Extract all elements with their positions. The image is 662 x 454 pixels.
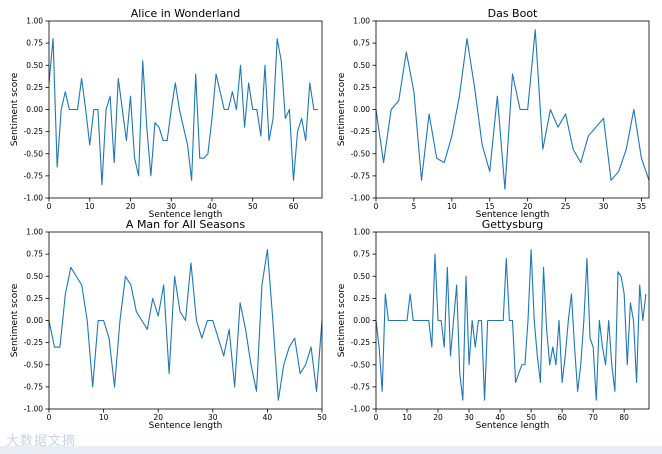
x-tick-label: 0 <box>374 202 379 211</box>
chart-title: Alice in Wonderland <box>131 7 240 20</box>
chart-title: A Man for All Seasons <box>126 218 245 231</box>
y-axis-label: Sentiment score <box>337 283 347 357</box>
y-axis-label: Sentiment score <box>10 283 20 357</box>
y-tick-label: 0.75 <box>353 250 370 259</box>
y-tick-label: 0.25 <box>353 294 370 303</box>
x-tick-label: 30 <box>464 413 474 422</box>
y-tick-label: 0.25 <box>26 294 43 303</box>
y-tick-label: -1.00 <box>351 194 371 203</box>
watermark-text: 大数据文摘 <box>6 434 77 449</box>
y-tick-label: -0.75 <box>24 382 44 391</box>
y-tick-label: -0.75 <box>351 171 371 180</box>
chart-panel-1: -1.00 -0.75 -0.50 -0.25 0.00 0.25 0.50 0.75 1.00… <box>10 7 323 220</box>
x-tick-label: 50 <box>248 202 258 211</box>
x-tick-label: 35 <box>637 202 647 211</box>
x-tick-label: 60 <box>289 202 299 211</box>
x-tick-label: 0 <box>47 413 52 422</box>
y-tick-label: -0.50 <box>351 360 371 369</box>
series-line <box>49 38 318 186</box>
y-tick-label: 0.25 <box>353 83 370 92</box>
chart-title: Das Boot <box>488 7 538 20</box>
series-line <box>376 29 649 190</box>
x-tick-label: 10 <box>85 202 95 211</box>
y-tick-label: 0.00 <box>26 316 43 325</box>
y-tick-label: 0.75 <box>26 39 43 48</box>
x-tick-label: 30 <box>599 202 609 211</box>
chart-title: Gettysburg <box>482 218 543 231</box>
y-tick-label: 0.50 <box>26 61 43 70</box>
y-tick-label: -0.25 <box>24 338 44 347</box>
series-line <box>49 249 322 401</box>
y-tick-label: 1.00 <box>353 228 370 237</box>
y-tick-label: 0.75 <box>26 250 43 259</box>
x-tick-label: 20 <box>523 202 533 211</box>
series-line <box>376 249 647 401</box>
y-tick-label: -0.25 <box>351 127 371 136</box>
plot-frame <box>375 20 650 199</box>
x-tick-label: 80 <box>619 413 629 422</box>
y-tick-label: 0.00 <box>353 105 370 114</box>
x-axis-label: Sentence length <box>149 210 223 220</box>
x-tick-label: 50 <box>317 413 327 422</box>
y-tick-label: -1.00 <box>24 405 44 414</box>
watermark-bar <box>0 446 662 454</box>
x-tick-label: 40 <box>263 413 273 422</box>
y-tick-label: 0.50 <box>353 61 370 70</box>
x-axis-label: Sentence length <box>149 421 223 431</box>
plot-frame <box>48 20 323 199</box>
x-tick-label: 40 <box>207 202 217 211</box>
y-tick-label: -1.00 <box>351 405 371 414</box>
x-tick-label: 20 <box>433 413 443 422</box>
chart-panel-4: -1.00 -0.75 -0.50 -0.25 0.00 0.25 0.50 0.75 1.00… <box>337 218 650 431</box>
y-tick-label: -0.75 <box>24 171 44 180</box>
y-tick-label: -0.25 <box>351 338 371 347</box>
x-tick-label: 10 <box>99 413 109 422</box>
y-tick-label: 1.00 <box>353 17 370 26</box>
x-tick-label: 15 <box>485 202 495 211</box>
x-axis-label: Sentence length <box>476 210 550 220</box>
x-tick-label: 25 <box>561 202 571 211</box>
y-tick-label: 0.50 <box>353 272 370 281</box>
x-tick-label: 30 <box>208 413 218 422</box>
y-tick-label: -0.50 <box>351 149 371 158</box>
x-tick-label: 40 <box>495 413 505 422</box>
x-tick-label: 0 <box>374 413 379 422</box>
x-tick-label: 20 <box>126 202 136 211</box>
x-tick-label: 10 <box>402 413 412 422</box>
y-tick-label: -1.00 <box>24 194 44 203</box>
y-axis-label: Sentiment score <box>337 72 347 146</box>
chart-panel-2: -1.00 -0.75 -0.50 -0.25 0.00 0.25 0.50 0.75 1.00… <box>337 7 650 220</box>
x-tick-label: 5 <box>412 202 417 211</box>
y-tick-label: 0.00 <box>26 105 43 114</box>
x-tick-label: 50 <box>526 413 536 422</box>
y-tick-label: 0.75 <box>353 39 370 48</box>
y-tick-label: 0.00 <box>353 316 370 325</box>
y-tick-label: -0.50 <box>24 149 44 158</box>
y-tick-label: 1.00 <box>26 17 43 26</box>
x-tick-label: 70 <box>588 413 598 422</box>
x-tick-label: 60 <box>557 413 567 422</box>
y-tick-label: 0.25 <box>26 83 43 92</box>
chart-panel-3: -1.00 -0.75 -0.50 -0.25 0.00 0.25 0.50 0.75 1.00… <box>10 218 327 431</box>
y-tick-label: 1.00 <box>26 228 43 237</box>
x-tick-label: 20 <box>153 413 163 422</box>
y-tick-label: -0.50 <box>24 360 44 369</box>
y-tick-label: -0.25 <box>24 127 44 136</box>
y-axis-label: Sentiment score <box>10 72 20 146</box>
x-tick-label: 10 <box>447 202 457 211</box>
x-tick-label: 0 <box>47 202 52 211</box>
y-tick-label: 0.50 <box>26 272 43 281</box>
x-tick-label: 30 <box>166 202 176 211</box>
y-tick-label: -0.75 <box>351 382 371 391</box>
x-axis-label: Sentence length <box>476 421 550 431</box>
